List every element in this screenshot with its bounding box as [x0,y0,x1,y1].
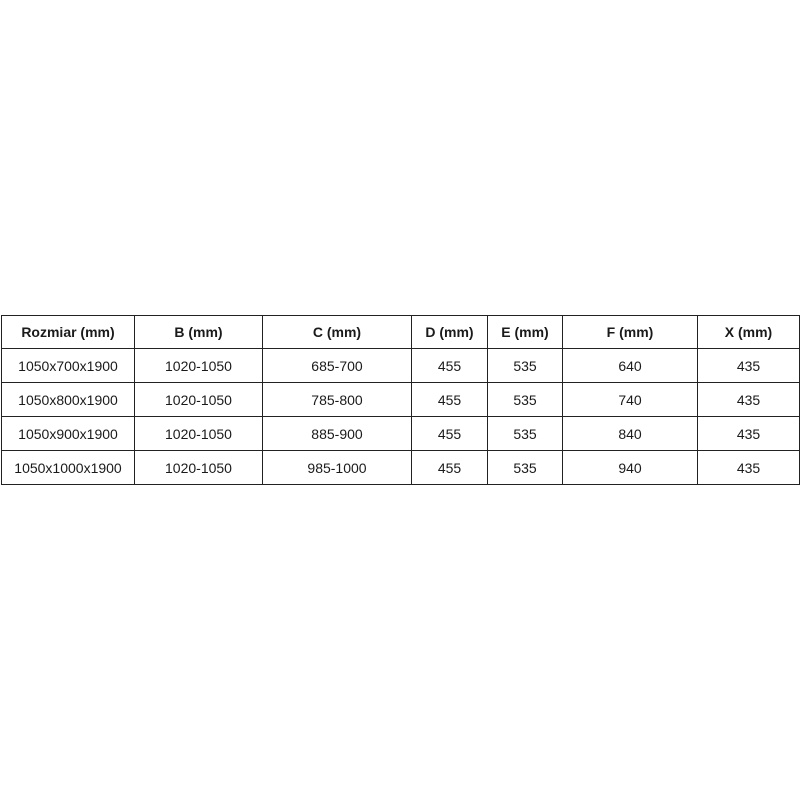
table-row: 1050x700x1900 1020-1050 685-700 455 535 640 43… [1,348,800,383]
table-cell: 940 [562,450,698,485]
table-cell: 685-700 [262,348,412,383]
table-cell: 435 [697,348,800,383]
table-cell: 1020-1050 [134,348,263,383]
table-cell: 785-800 [262,382,412,417]
table-cell: 435 [697,416,800,451]
table-cell: 535 [487,450,563,485]
column-header: B (mm) [134,315,263,349]
table-cell: 640 [562,348,698,383]
column-header: D (mm) [411,315,488,349]
table-cell: 435 [697,382,800,417]
table-cell: 455 [411,416,488,451]
column-header: X (mm) [697,315,800,349]
table-cell: 435 [697,450,800,485]
table-cell: 535 [487,348,563,383]
table-cell: 1050x900x1900 [1,416,135,451]
table-cell: 1020-1050 [134,382,263,417]
dimensions-table: Rozmiar (mm) B (mm) C (mm) D (mm) E (mm) F (m… [1,315,800,485]
table-cell: 1020-1050 [134,450,263,485]
column-header: E (mm) [487,315,563,349]
table-cell: 1050x800x1900 [1,382,135,417]
table-cell: 535 [487,416,563,451]
table-cell: 985-1000 [262,450,412,485]
column-header: Rozmiar (mm) [1,315,135,349]
table-row: 1050x900x1900 1020-1050 885-900 455 535 840 43… [1,416,800,451]
table-cell: 455 [411,348,488,383]
table-cell: 455 [411,382,488,417]
table-cell: 840 [562,416,698,451]
table-row: 1050x800x1900 1020-1050 785-800 455 535 740 43… [1,382,800,417]
table-cell: 1050x1000x1900 [1,450,135,485]
column-header: C (mm) [262,315,412,349]
table-cell: 455 [411,450,488,485]
header-row: Rozmiar (mm) B (mm) C (mm) D (mm) E (mm) F (m… [1,315,800,349]
table-cell: 1050x700x1900 [1,348,135,383]
column-header: F (mm) [562,315,698,349]
table-cell: 885-900 [262,416,412,451]
table-cell: 535 [487,382,563,417]
table-row: 1050x1000x1900 1020-1050 985-1000 455 535 940… [1,450,800,485]
table-cell: 1020-1050 [134,416,263,451]
table-cell: 740 [562,382,698,417]
